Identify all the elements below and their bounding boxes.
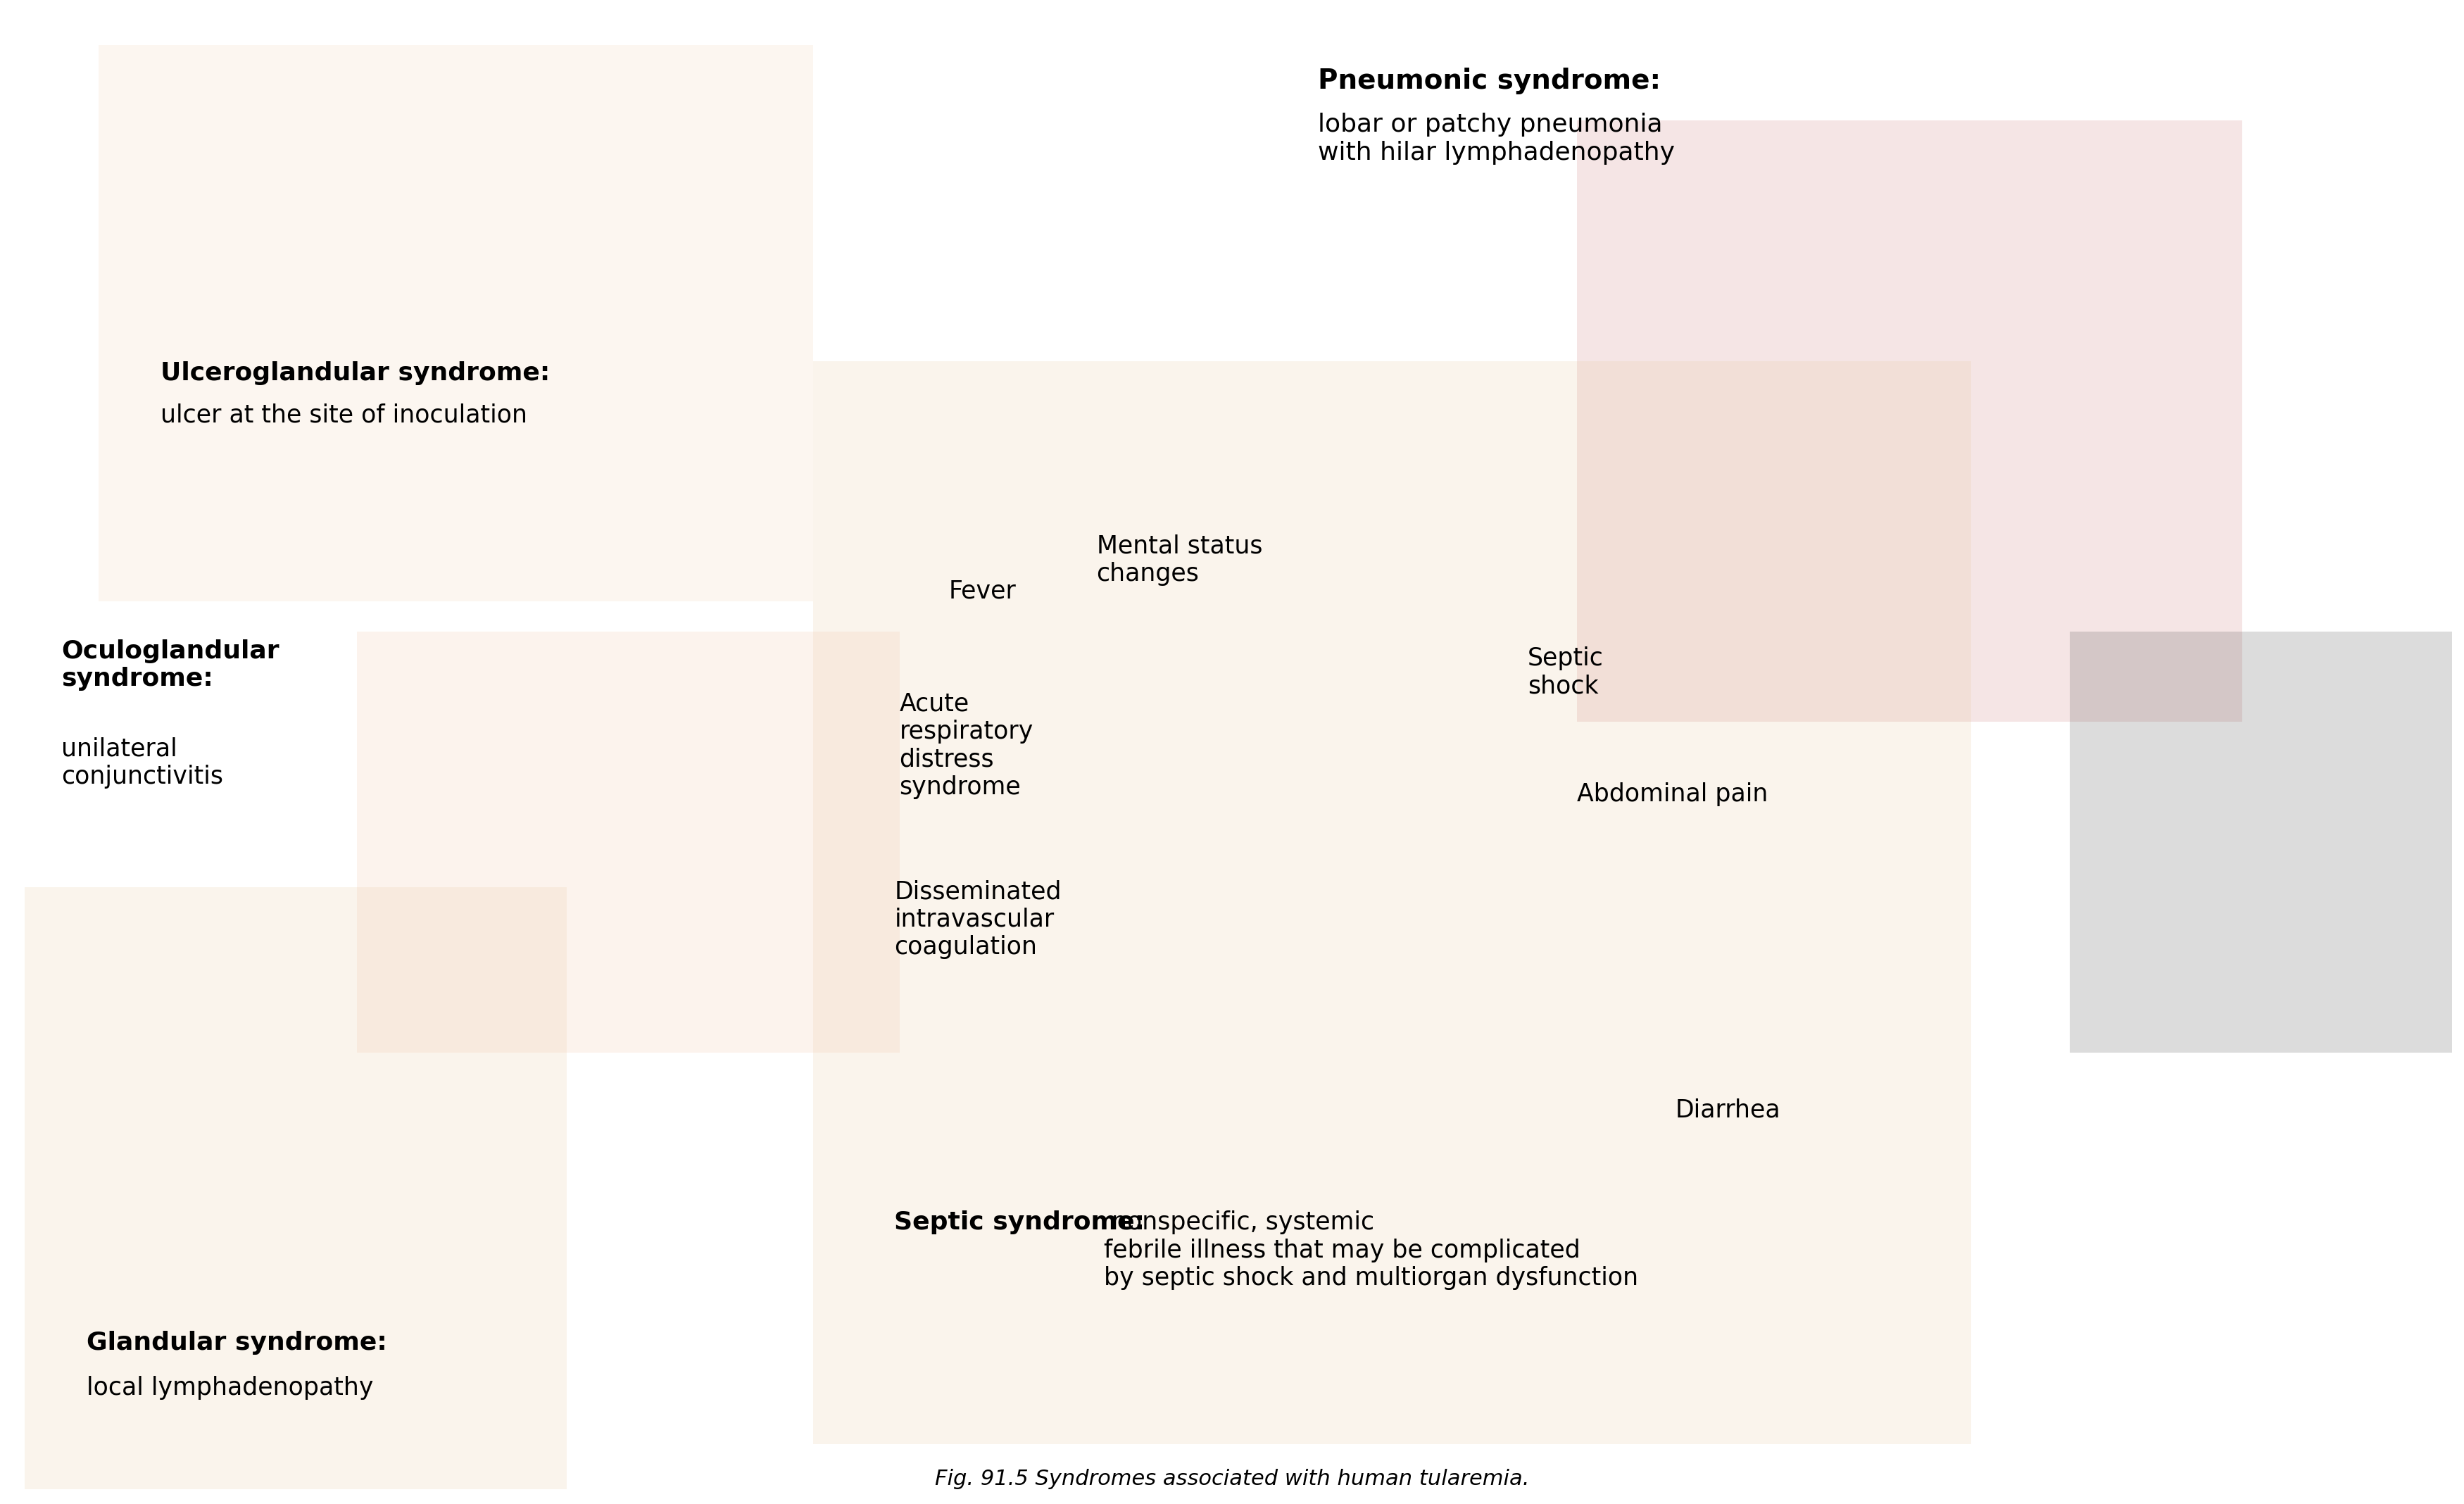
Text: Oculoglandular
syndrome:: Oculoglandular syndrome: xyxy=(62,639,278,690)
FancyBboxPatch shape xyxy=(1577,120,2242,722)
Text: Diarrhea: Diarrhea xyxy=(1676,1098,1781,1122)
Text: local lymphadenopathy: local lymphadenopathy xyxy=(86,1376,372,1400)
Text: Fever: Fever xyxy=(949,579,1015,603)
Text: Septic syndrome:: Septic syndrome: xyxy=(894,1211,1146,1235)
Text: lobar or patchy pneumonia
with hilar lymphadenopathy: lobar or patchy pneumonia with hilar lym… xyxy=(1318,113,1676,164)
Text: Abdominal pain: Abdominal pain xyxy=(1577,782,1769,806)
Text: Septic
shock: Septic shock xyxy=(1528,647,1604,698)
Text: Mental status
changes: Mental status changes xyxy=(1096,534,1262,585)
FancyBboxPatch shape xyxy=(25,887,567,1489)
Text: Ulceroglandular syndrome:: Ulceroglandular syndrome: xyxy=(160,361,549,385)
Text: unilateral
conjunctivitis: unilateral conjunctivitis xyxy=(62,737,224,788)
Text: Glandular syndrome:: Glandular syndrome: xyxy=(86,1331,387,1355)
FancyBboxPatch shape xyxy=(2070,632,2452,1053)
Text: Pneumonic syndrome:: Pneumonic syndrome: xyxy=(1318,68,1661,95)
FancyBboxPatch shape xyxy=(99,45,813,602)
Text: ulcer at the site of inoculation: ulcer at the site of inoculation xyxy=(160,403,527,427)
Text: Acute
respiratory
distress
syndrome: Acute respiratory distress syndrome xyxy=(899,692,1032,799)
FancyBboxPatch shape xyxy=(357,632,899,1053)
Text: nonspecific, systemic
febrile illness that may be complicated
by septic shock an: nonspecific, systemic febrile illness th… xyxy=(1104,1211,1639,1290)
Text: Fig. 91.5 Syndromes associated with human tularemia.: Fig. 91.5 Syndromes associated with huma… xyxy=(934,1468,1530,1489)
Text: Disseminated
intravascular
coagulation: Disseminated intravascular coagulation xyxy=(894,880,1062,960)
FancyBboxPatch shape xyxy=(813,361,1971,1444)
